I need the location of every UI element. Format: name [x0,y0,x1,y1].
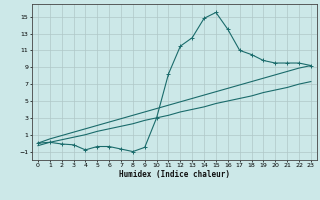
X-axis label: Humidex (Indice chaleur): Humidex (Indice chaleur) [119,170,230,179]
